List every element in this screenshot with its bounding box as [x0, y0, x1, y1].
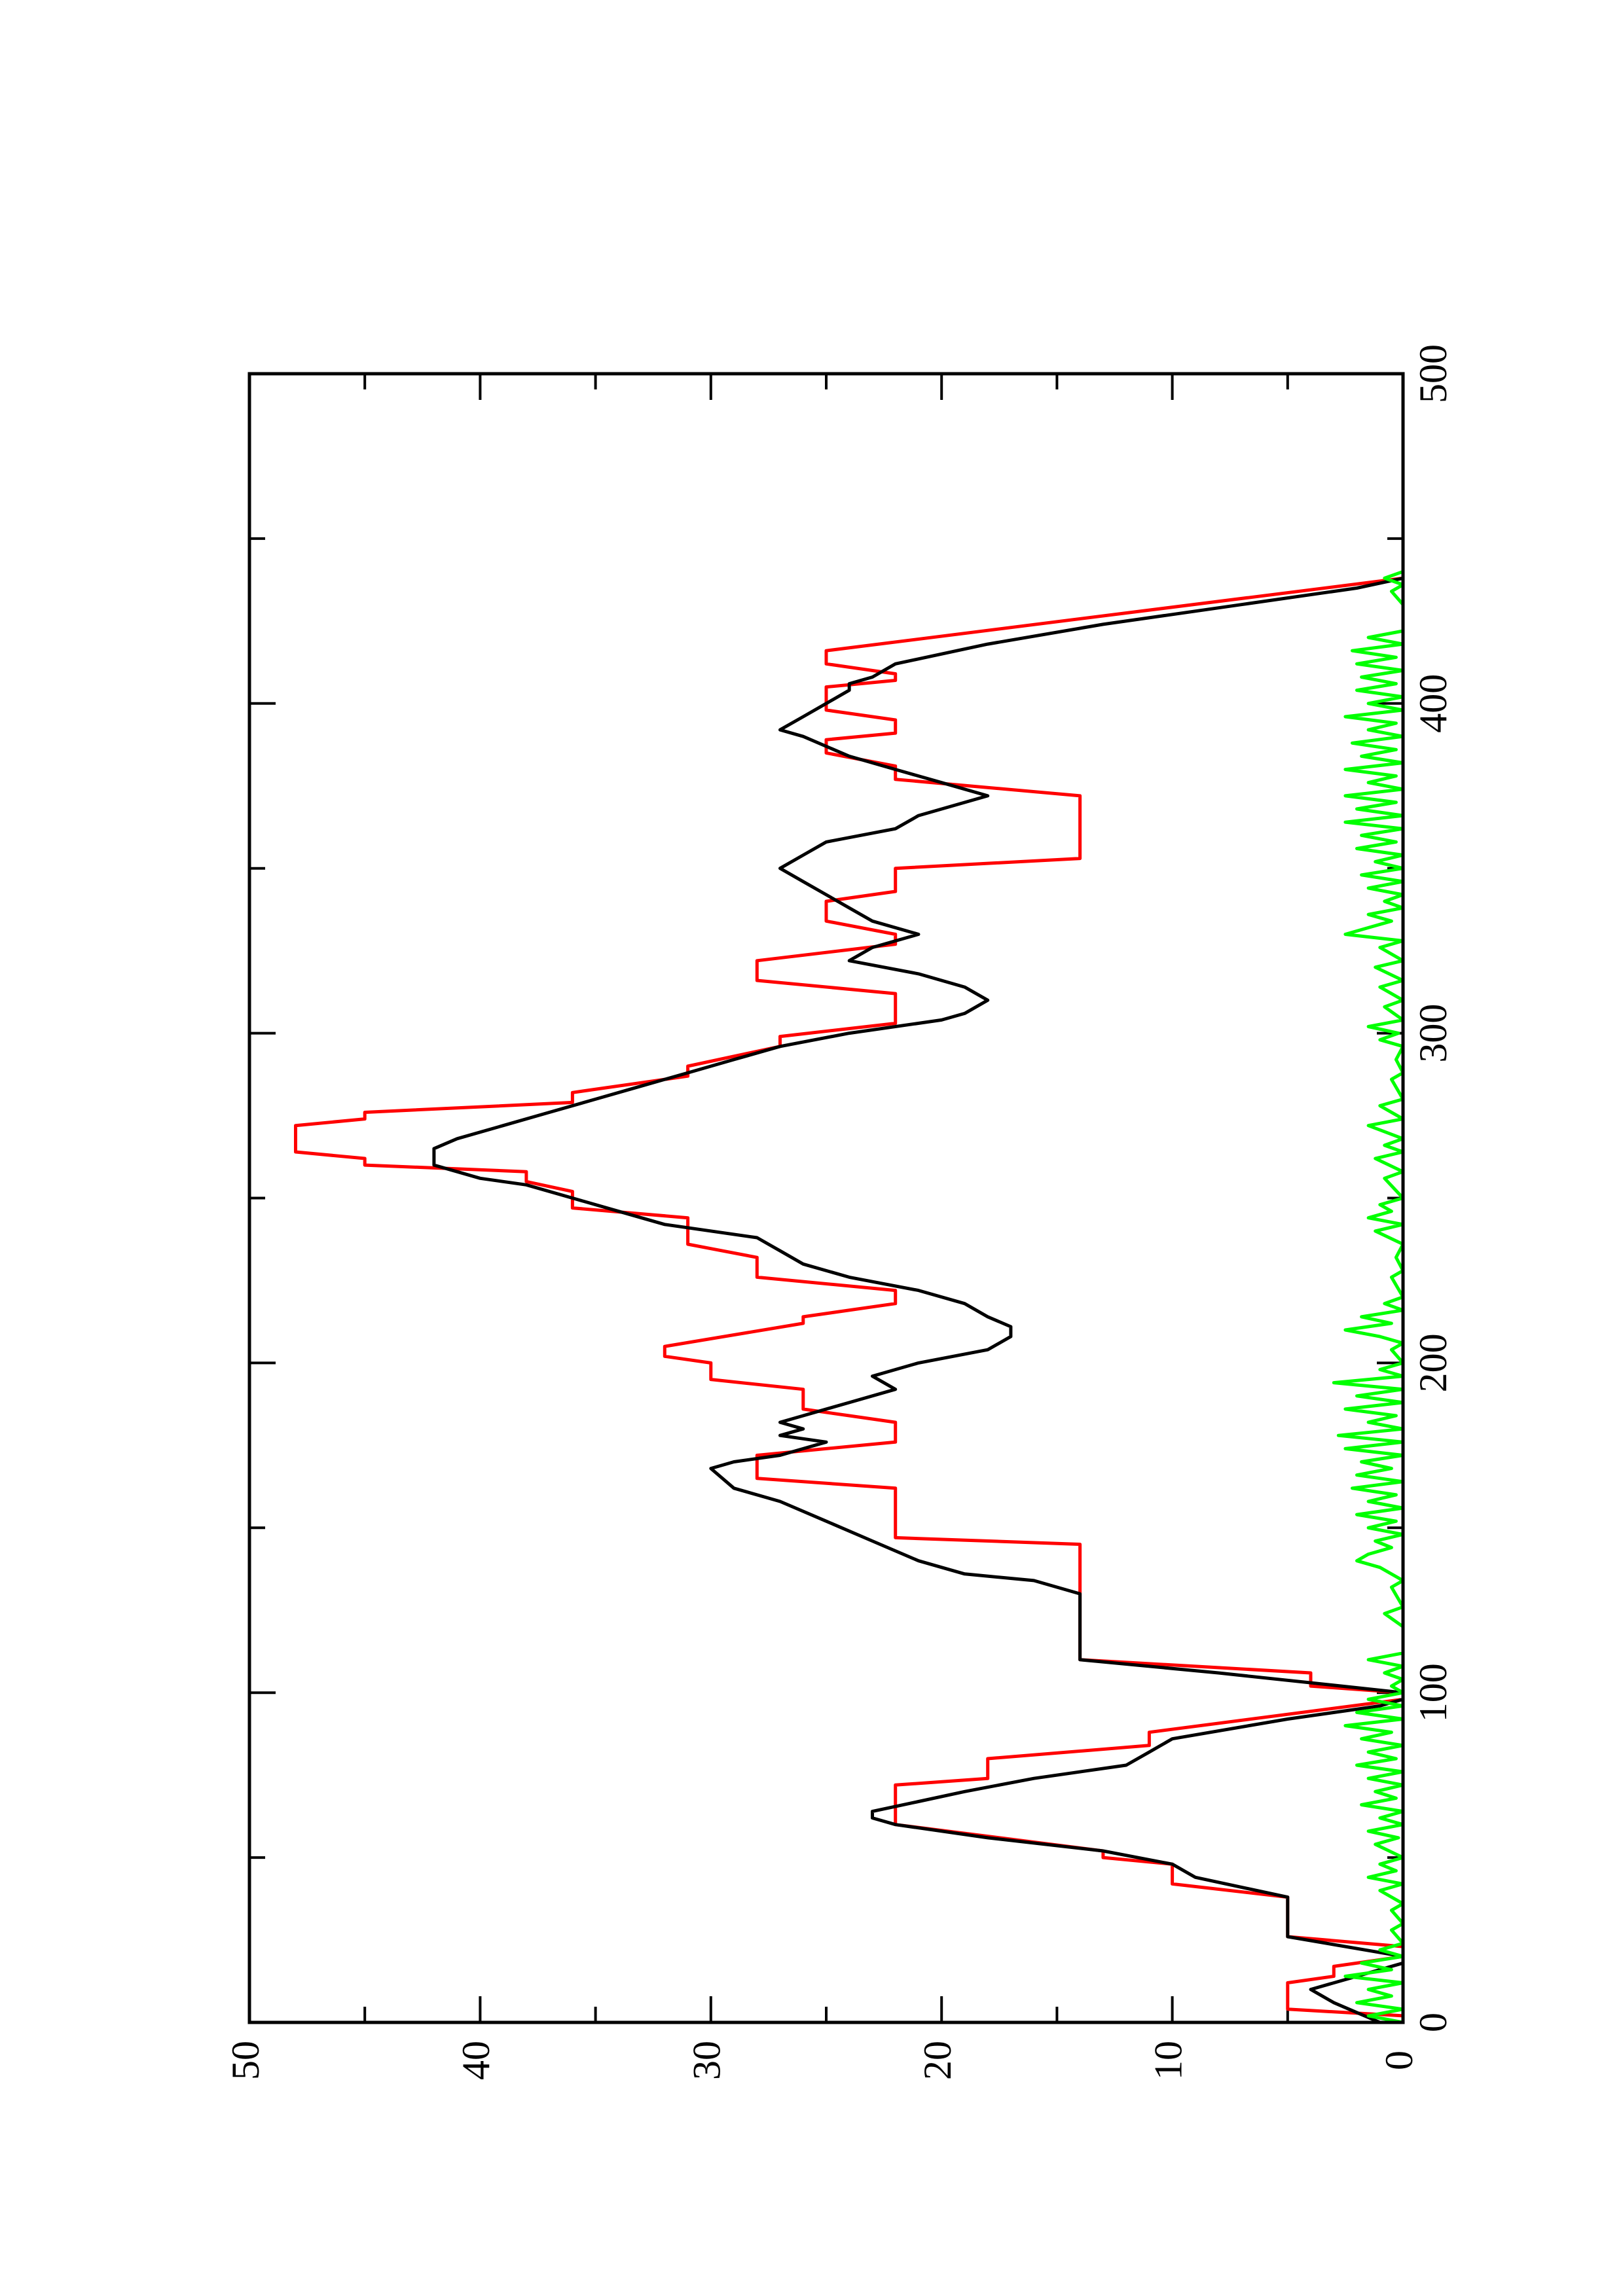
y-tick-label: 10 [1146, 2041, 1190, 2080]
y-tick-label: 0 [1377, 2051, 1421, 2070]
y-tick-label: 30 [685, 2041, 729, 2080]
y-tick-label: 20 [916, 2041, 959, 2080]
series-line-1 [432, 576, 1405, 2024]
series-line-0 [294, 576, 1405, 2024]
y-tick-label: 40 [454, 2041, 498, 2080]
axis-ticks [248, 372, 1404, 2024]
x-tick-label: 300 [1412, 1004, 1455, 1063]
tick-labels: 0 100 200 300 400 500 0 10 20 30 40 50 [224, 344, 1455, 2080]
x-tick-label: 500 [1412, 344, 1455, 403]
plot-series [294, 569, 1405, 2024]
x-tick-label: 100 [1412, 1663, 1455, 1722]
series-line-2 [1332, 569, 1405, 2024]
plot-frame [247, 372, 1405, 2024]
x-tick-label: 0 [1412, 2013, 1455, 2032]
x-tick-label: 200 [1412, 1333, 1455, 1392]
x-tick-label: 400 [1412, 674, 1455, 733]
y-tick-label: 50 [224, 2041, 267, 2080]
